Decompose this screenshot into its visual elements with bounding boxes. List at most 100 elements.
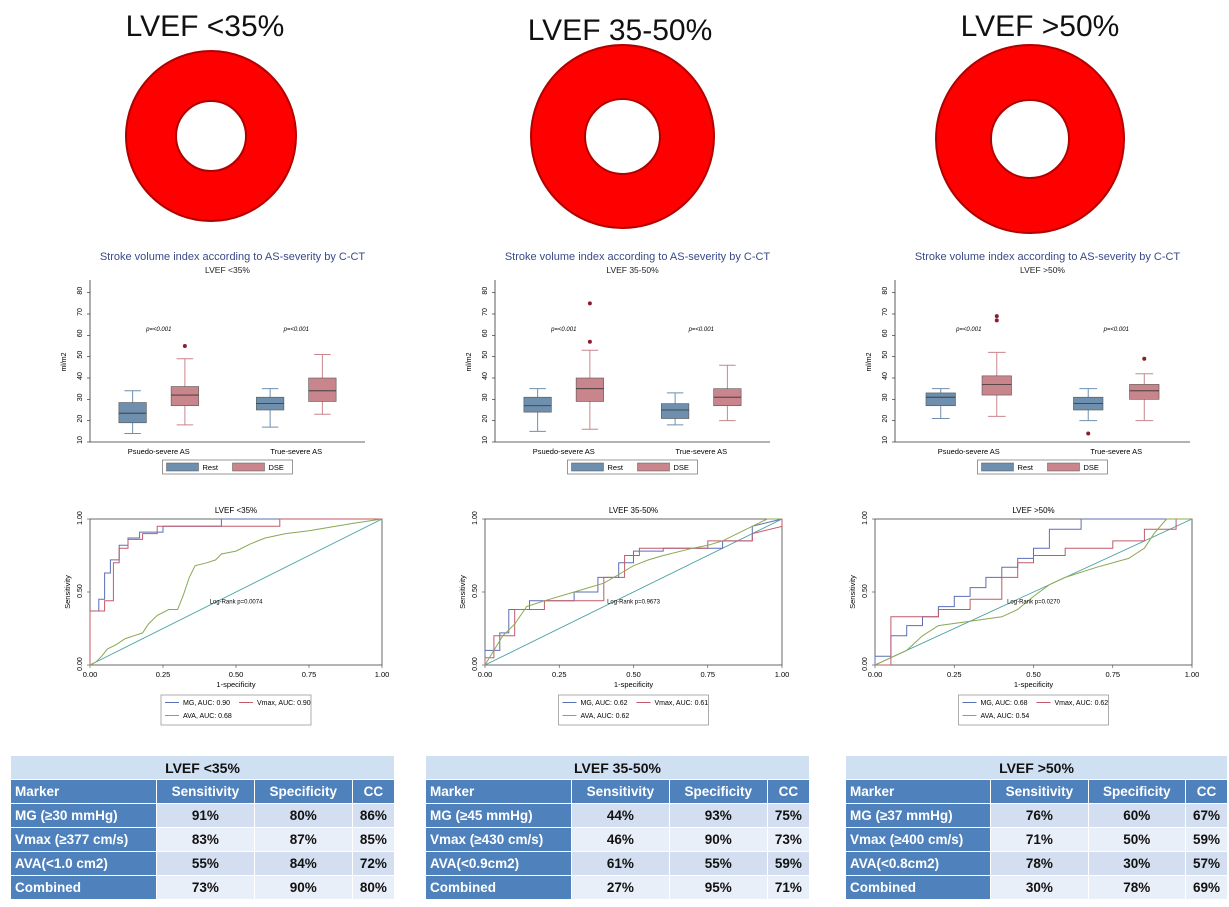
outlier-point [1086, 431, 1091, 436]
value-cell: 73% [766, 827, 811, 852]
table-row: MG (≥30 mmHg) 91% 80% 86% [10, 803, 396, 828]
marker-cell: Vmax (≥377 cm/s) [10, 827, 157, 852]
y-tick-label: 50 [482, 351, 489, 359]
y-tick-label: 80 [77, 287, 84, 295]
y-tick-label: 80 [482, 287, 489, 295]
value-cell: 46% [570, 827, 670, 852]
legend-label: Vmax, AUC: 0.62 [1055, 700, 1109, 707]
legend-swatch [637, 462, 670, 472]
value-cell: 95% [668, 875, 768, 900]
marker-cell: AVA(<0.9cm2) [425, 851, 572, 876]
value-cell: 57% [1184, 851, 1229, 876]
p-value-label: p=<0.001 [283, 327, 309, 333]
value-cell: 90% [668, 827, 768, 852]
value-cell: 83% [155, 827, 255, 852]
legend-swatch [571, 462, 604, 472]
box-rest [1073, 388, 1104, 422]
table-title: LVEF <35% [10, 755, 395, 780]
value-cell: 44% [570, 803, 670, 828]
y-tick-label: 40 [77, 372, 84, 380]
marker-cell: Combined [10, 875, 157, 900]
value-cell: 59% [1184, 827, 1229, 852]
table-row: AVA(<1.0 cm2) 55% 84% 72% [10, 851, 396, 876]
log-rank-annotation: Log-Rank p=0.9673 [607, 600, 661, 606]
value-cell: 80% [351, 875, 396, 900]
y-tick-label: 80 [882, 287, 889, 295]
y-tick-label: 1.00 [77, 511, 84, 525]
roc-legend [958, 694, 1109, 726]
value-cell: 73% [155, 875, 255, 900]
boxplot-subtitle: LVEF <35% [205, 265, 250, 275]
value-cell: 71% [990, 827, 1089, 852]
table-header-cell: Sensitivity [990, 779, 1089, 804]
box-rest [925, 388, 956, 420]
roc-series-vmax [89, 518, 382, 665]
y-axis-label: Sensitivity [63, 575, 72, 609]
box-dse [981, 351, 1012, 417]
outlier-point [182, 344, 187, 348]
value-cell: 85% [351, 827, 396, 852]
x-tick-label: 1.00 [1185, 670, 1200, 679]
y-tick-label: 10 [77, 436, 84, 444]
value-cell: 84% [253, 851, 353, 876]
legend-label: DSE [269, 463, 284, 472]
table-row: AVA(<0.8cm2) 78% 30% 57% [844, 851, 1229, 876]
x-tick-label: 0.25 [552, 670, 567, 679]
p-value-label: p=<0.001 [145, 327, 171, 333]
roc-series-vmax [875, 518, 1192, 666]
table-header-cell: Specificity [253, 779, 353, 804]
y-tick-label: 70 [77, 308, 84, 316]
log-rank-annotation: Log-Rank p=0.0270 [1007, 600, 1061, 606]
roc-chart: LVEF >50% 0.00 0.25 0.50 0.75 1.00 0.00 0.50 1.0… [848, 506, 1200, 726]
table-title: LVEF >50% [845, 755, 1228, 780]
y-tick-label: 10 [482, 436, 489, 444]
reference-line [484, 518, 783, 666]
metrics-table: LVEF 35-50% Marker Sensitivity Specificity C… [425, 755, 811, 900]
roc-series-ava [874, 518, 1192, 666]
panel-1: LVEF <35% Stroke volume index according t… [5, 0, 405, 907]
box-dse [713, 364, 742, 422]
panel-title: LVEF 35-50% [527, 14, 713, 47]
metrics-table: LVEF <35% Marker Sensitivity Specificity CC M… [10, 755, 396, 900]
y-tick-label: 70 [482, 308, 489, 316]
boxplot-title: Stroke volume index according to AS-seve… [915, 251, 1181, 263]
value-cell: 78% [1087, 875, 1186, 900]
roc-series-ava [89, 518, 383, 666]
y-tick-label: 20 [482, 415, 489, 423]
roc-legend [558, 694, 709, 726]
y-tick-label: 0.00 [862, 657, 869, 671]
marker-cell: Combined [425, 875, 572, 900]
y-tick-label: 1.00 [862, 511, 869, 525]
value-cell: 86% [351, 803, 396, 828]
y-axis-label: ml/m2 [466, 352, 473, 371]
table-header-cell: CC [766, 779, 811, 804]
roc-title: LVEF 35-50% [609, 506, 658, 515]
legend-label: DSE [674, 463, 689, 472]
reference-line [874, 518, 1193, 666]
table-row: Vmax (≥400 cm/s) 71% 50% 59% [844, 827, 1229, 852]
legend-swatch [981, 462, 1014, 472]
x-tick-label: 0.75 [1105, 670, 1120, 679]
table-row: AVA(<0.9cm2) 61% 55% 59% [425, 851, 811, 876]
value-cell: 75% [766, 803, 811, 828]
legend-label: Rest [608, 463, 624, 472]
roc-legend [160, 694, 312, 726]
value-cell: 90% [253, 875, 353, 900]
x-axis-label: 1-specificity [216, 680, 255, 689]
box-dse [575, 349, 604, 430]
y-tick-label: 30 [882, 393, 889, 401]
boxplot-title: Stroke volume index according to AS-seve… [100, 251, 366, 263]
roc-series-ava [484, 518, 782, 666]
x-axis-label: 1-specificity [614, 680, 653, 689]
legend-label: AVA, AUC: 0.62 [581, 713, 630, 720]
group-label: True-severe AS [270, 447, 322, 456]
marker-cell: Vmax (≥430 cm/s) [425, 827, 572, 852]
table-row: Vmax (≥377 cm/s) 83% 87% 85% [10, 827, 396, 852]
value-cell: 71% [766, 875, 811, 900]
box-rest [256, 388, 285, 428]
value-cell: 27% [570, 875, 670, 900]
roc-chart: LVEF <35% 0.00 0.25 0.50 0.75 1.00 0.00 0.50 1.0… [63, 506, 389, 726]
y-tick-label: 10 [882, 436, 889, 444]
outlier-point [994, 318, 999, 323]
table-header-cell: Sensitivity [570, 779, 670, 804]
